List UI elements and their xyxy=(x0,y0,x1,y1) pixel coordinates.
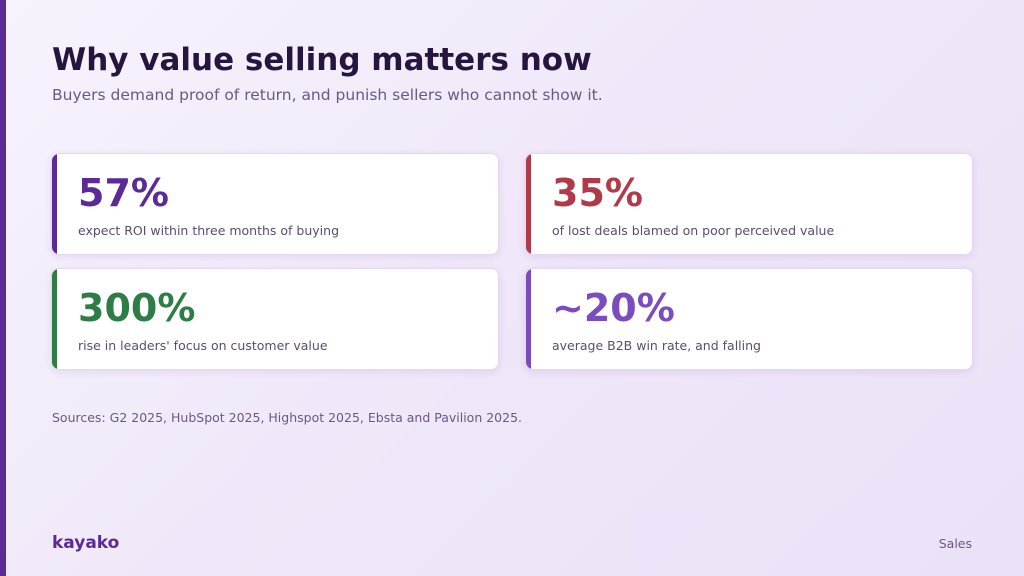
stat-card-leader-focus: 300% rise in leaders' focus on customer … xyxy=(51,268,499,370)
stat-label: average B2B win rate, and falling xyxy=(552,338,761,353)
stat-value: 35% xyxy=(552,171,643,215)
brand-logo: kayako xyxy=(52,533,120,553)
slide-title: Why value selling matters now xyxy=(52,42,592,78)
stat-label: rise in leaders' focus on customer value xyxy=(78,338,328,353)
stat-value: 57% xyxy=(78,171,169,215)
stat-label: of lost deals blamed on poor perceived v… xyxy=(552,223,835,238)
stat-value: 300% xyxy=(78,286,196,330)
card-accent-bar xyxy=(52,269,57,369)
section-label: Sales xyxy=(938,536,972,551)
card-accent-bar xyxy=(526,269,531,369)
card-accent-bar xyxy=(52,154,57,254)
card-accent-bar xyxy=(526,154,531,254)
slide-subtitle: Buyers demand proof of return, and punis… xyxy=(52,86,603,104)
stat-value: ~20% xyxy=(552,286,675,330)
left-accent-rail xyxy=(0,0,6,576)
stat-label: expect ROI within three months of buying xyxy=(78,223,340,238)
stat-card-win-rate: ~20% average B2B win rate, and falling xyxy=(525,268,973,370)
sources-note: Sources: G2 2025, HubSpot 2025, Highspot… xyxy=(52,410,523,425)
stat-card-lost-deals: 35% of lost deals blamed on poor perceiv… xyxy=(525,153,973,255)
stat-card-roi: 57% expect ROI within three months of bu… xyxy=(51,153,499,255)
